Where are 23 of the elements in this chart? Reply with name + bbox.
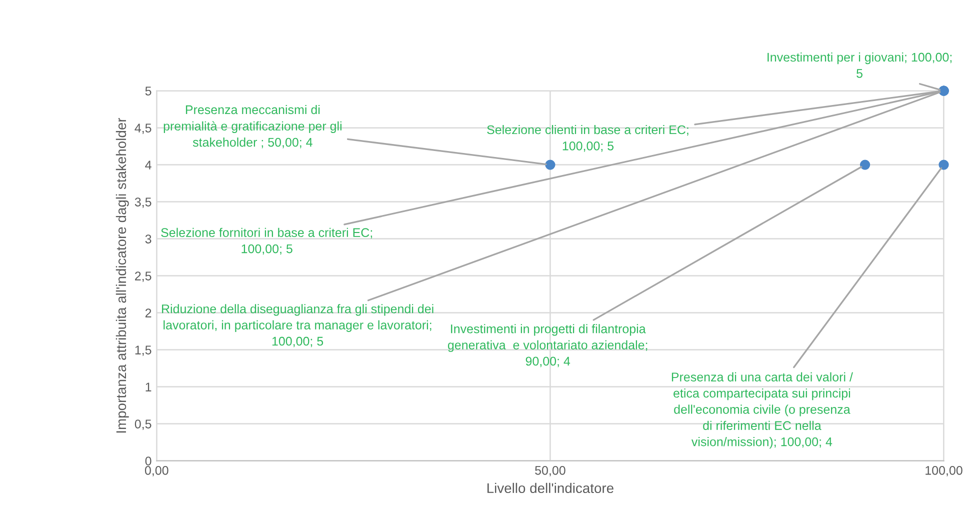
- x-axis-title: Livello dell'indicatore: [487, 482, 614, 494]
- x-tick-label: 0,00: [144, 466, 168, 476]
- annotation: Selezione clienti in base a criteri EC; 100,00; 5: [487, 124, 688, 152]
- y-tick-label: 2,5: [135, 272, 152, 282]
- x-tick-label: 50,00: [535, 466, 566, 476]
- y-axis-title: Importanza attribuita all'indicatore dagli stakeholder: [116, 118, 129, 433]
- y-tick-label: 2: [145, 308, 152, 318]
- y-tick-label: 1,5: [135, 346, 152, 356]
- annotation: Investimenti in progetti di filantropia generativa e volontariato aziendale; 90,00; 4: [448, 324, 648, 368]
- annotation: Presenza meccanismi di premialità e gratificazione per gli stakeholder ; 50,00; 4: [164, 104, 342, 148]
- y-tick-label: 0: [145, 456, 152, 466]
- y-tick-label: 0,5: [134, 420, 152, 430]
- y-tick-label: 4,5: [134, 124, 152, 134]
- annotation: Selezione fornitori in base a criteri EC; 100,00; 5: [161, 228, 372, 255]
- y-tick-label: 3: [145, 234, 152, 244]
- annotation: Presenza di una carta dei valori / etica compartecipata sui principi dell'economia civile (o presenza di riferimenti EC nella vision/mission); 100,00; 4: [672, 372, 853, 449]
- annotation: Riduzione della diseguaglianza fra gli stipendi dei lavoratori, in particolare tra manager e lavoratori; 100,00; 5: [162, 304, 434, 348]
- y-tick-label: 4: [145, 160, 152, 170]
- y-tick-label: 3,5: [134, 198, 152, 208]
- annotation: Investimenti per i giovani; 100,00; 5: [768, 52, 952, 78]
- x-tick-label: 100,00: [926, 466, 962, 476]
- y-tick-label: 5: [145, 86, 152, 96]
- y-tick-label: 1: [146, 382, 152, 392]
